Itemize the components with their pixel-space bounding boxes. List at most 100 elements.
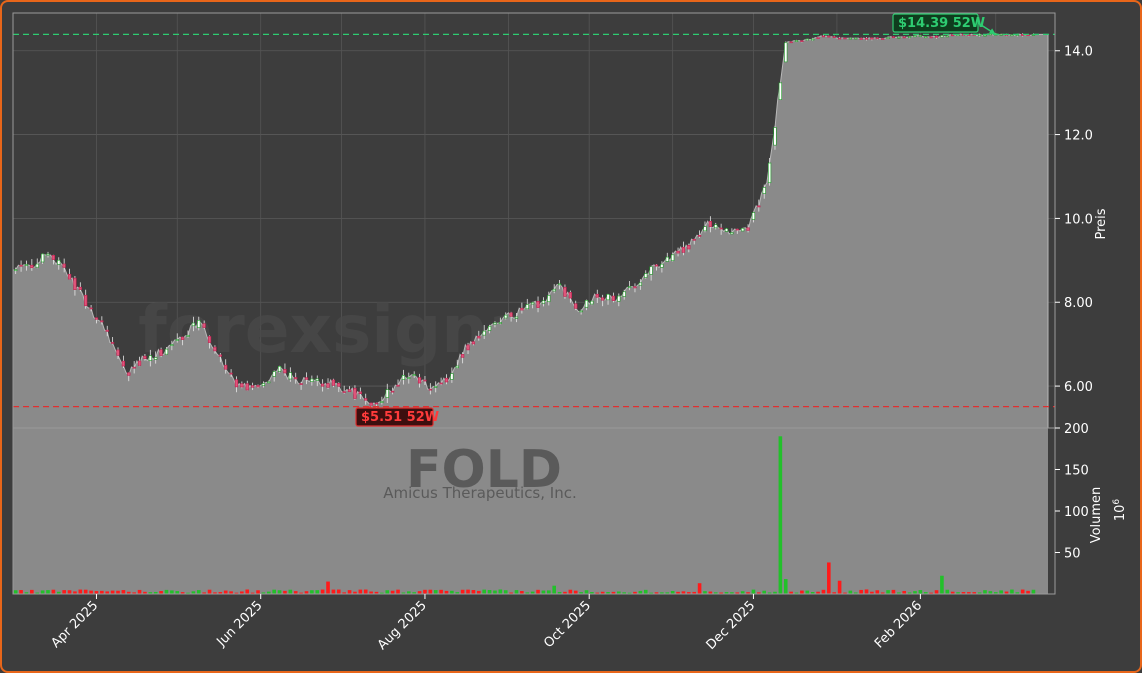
volume-bar [654,592,659,594]
candle-body [299,383,303,385]
volume-bar [977,592,982,594]
volume-bar [897,592,901,594]
candle-body [471,341,476,345]
x-tick-label: Oct 2025 [541,598,594,651]
volume-bar [299,592,303,594]
candle-body [897,36,901,39]
volume-bar [444,590,449,594]
candle-body [940,35,944,38]
candle-body [207,336,212,343]
candle-body [531,302,535,305]
candle-body [660,263,664,268]
candle-body [633,286,637,289]
candle-body [552,288,556,292]
candle-body [881,38,885,40]
volume-bar [293,591,298,594]
volume-bar [503,590,508,594]
volume-bar [525,592,530,594]
volume-bar [272,589,276,594]
candle-body [547,295,551,303]
candle-body [84,294,88,307]
volume-bar [24,592,29,594]
candle-body [606,293,610,301]
volume-bar [579,592,583,594]
volume-bar [213,592,217,594]
volume-bar [746,592,750,594]
volume-bar [536,589,540,594]
candle-body [245,383,249,391]
candle-body [757,205,761,208]
candle-body [665,256,669,262]
candle-body [272,371,276,377]
price-axis: 6.00 8.00 10.0 12.0 14.0 [1055,45,1093,395]
candle-body [730,232,734,235]
candle-body [870,37,874,40]
volume-bar [1015,592,1020,594]
volume-bar [223,590,228,594]
volume-bar [1020,589,1025,594]
volume-bar [713,592,718,594]
candle-body [692,238,696,241]
volume-bar [266,591,271,594]
candle-body [918,35,922,37]
candle-body [186,335,190,337]
candle-body [590,300,594,305]
volume-bar [207,589,212,594]
volume-bar [13,590,18,594]
candle-body [310,378,314,382]
volume-bar [51,589,56,594]
volume-bar [466,589,470,594]
candle-body [541,300,546,304]
volume-bar [433,590,438,594]
candle-body [913,35,917,38]
volume-bar [751,589,756,594]
price-tick-label: 14.0 [1064,45,1093,60]
candle-body [277,366,282,372]
volume-bar [697,583,702,594]
candle-body [41,253,45,263]
volume-bar [853,592,858,594]
volume-bar [778,436,783,594]
volume-bar [89,590,93,594]
candle-body [240,383,244,388]
candle-body [267,381,271,384]
volume-bar [934,590,939,594]
volume-bar [783,579,788,594]
candle-body [326,383,330,388]
candle-body [482,330,486,336]
candle-body [1010,34,1014,37]
candle-body [498,322,502,324]
candle-body [434,386,438,388]
volume-bar [509,592,513,594]
candle-body [945,35,949,38]
volume-bar [487,590,492,594]
volume-area-fill [13,428,1048,594]
volume-bar [460,589,465,594]
volume-bar [967,592,971,594]
low-52w-annotation: $5.51 52W [355,406,439,427]
candle-body [358,391,362,395]
volume-bar [428,589,433,594]
candle-body [477,335,481,339]
candle-body [143,355,147,359]
candle-body [999,33,1003,36]
volume-bar [380,592,384,594]
candle-body [407,377,411,379]
volume-bar [191,591,196,594]
volume-tick-label: 200 [1064,422,1089,437]
candle-body [563,286,567,297]
volume-bar [649,592,653,594]
candle-body [78,286,82,290]
volume-bar [557,591,562,594]
candle-body [105,329,109,332]
volume-bar [681,591,686,594]
volume-bar [229,591,233,594]
volume-bar [988,591,993,594]
volume-bar [196,590,201,594]
volume-bar [622,592,626,594]
candle-body [929,36,933,39]
volume-bar [439,589,443,594]
volume-axis-unit: 106 [1112,499,1128,522]
volume-bar [390,590,395,594]
